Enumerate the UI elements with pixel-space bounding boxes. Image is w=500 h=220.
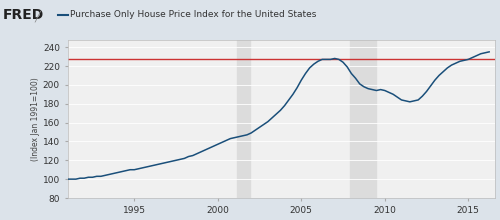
Bar [350,40,376,198]
Y-axis label: (Index Jan 1991=100): (Index Jan 1991=100) [31,77,40,161]
Text: FRED: FRED [2,8,44,22]
Bar [238,40,250,198]
Text: ╱: ╱ [34,10,40,22]
Text: Purchase Only House Price Index for the United States: Purchase Only House Price Index for the … [70,10,316,19]
